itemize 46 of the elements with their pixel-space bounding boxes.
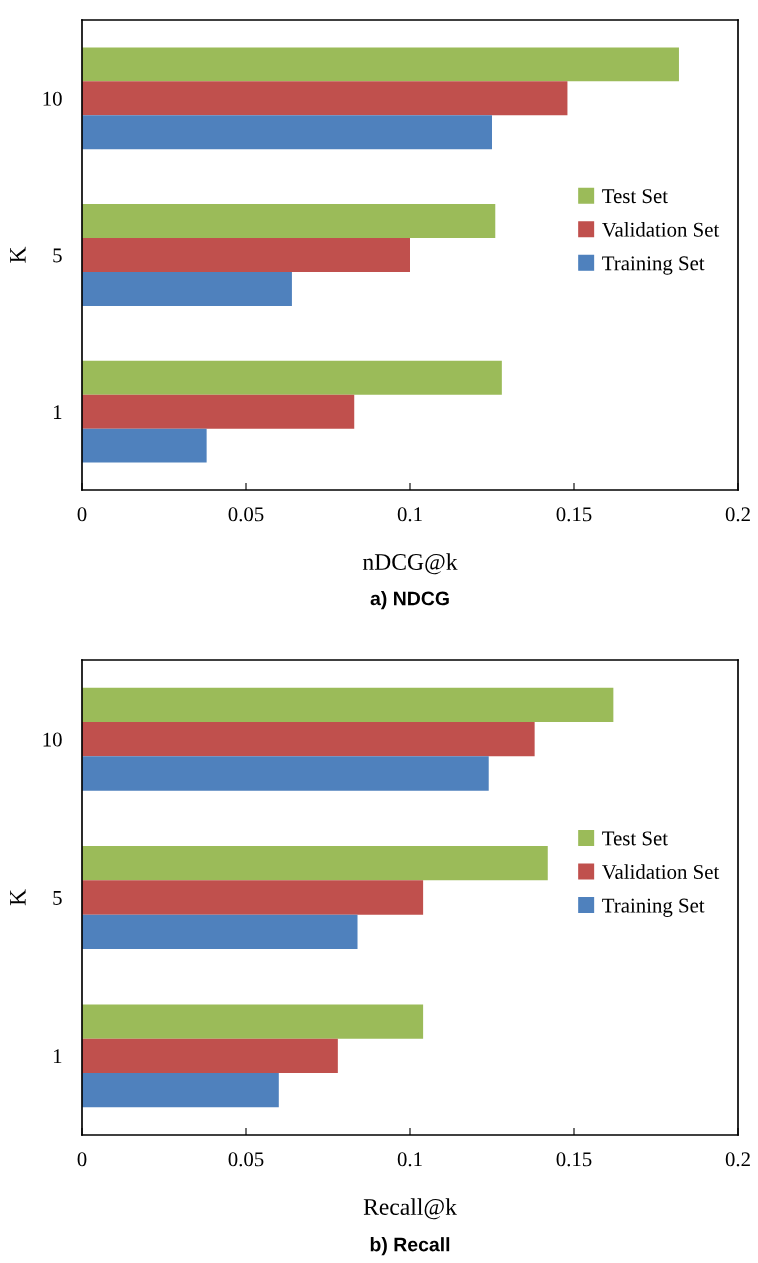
legend-label: Validation Set	[602, 222, 720, 237]
legend-label: Validation Set	[602, 864, 720, 880]
bar	[82, 360, 502, 395]
y-tick-label: 5	[53, 248, 62, 263]
x-tick-label: 0.15	[556, 1152, 592, 1167]
legend-label: Test Set	[602, 831, 668, 846]
legend-label: Training Set	[602, 256, 705, 275]
y-axis-title: K	[10, 246, 26, 263]
x-axis-title: nDCG@k	[362, 553, 458, 575]
text: b) Recall	[370, 1237, 450, 1256]
bar	[82, 271, 292, 306]
bar	[82, 428, 207, 463]
y-tick-label: 5	[53, 891, 62, 905]
bar	[82, 722, 535, 757]
legend-label: Training Set	[602, 898, 705, 917]
x-tick-label: 0.2	[725, 507, 750, 522]
y-tick-label: 1	[53, 405, 62, 419]
x-tick-label: 0.05	[228, 507, 264, 522]
bar	[82, 238, 410, 272]
legend-label: Test Set	[602, 189, 668, 204]
bar	[82, 880, 424, 915]
x-tick-label: 0	[77, 1152, 87, 1167]
bar	[82, 756, 489, 791]
x-axis-title: Recall@k	[363, 1198, 457, 1220]
y-tick-label: 10	[43, 91, 62, 106]
x-tick-label: 0.05	[228, 1152, 264, 1167]
x-tick-label: 0.2	[725, 1152, 750, 1167]
x-tick-label: 0	[77, 507, 87, 522]
bar	[82, 81, 568, 116]
bar	[82, 914, 358, 949]
bar	[82, 204, 496, 239]
bar	[82, 1072, 279, 1108]
bar	[82, 394, 355, 429]
x-tick-label: 0.1	[397, 1152, 422, 1167]
bar	[82, 846, 548, 881]
bar	[82, 47, 679, 82]
bar	[82, 115, 492, 150]
bar	[82, 1038, 338, 1073]
x-tick-label: 0.15	[556, 507, 592, 522]
bar	[82, 1004, 424, 1039]
text: a) NDCG	[370, 591, 449, 610]
bar	[82, 687, 614, 723]
y-axis-title: K	[10, 889, 26, 906]
y-tick-label: 1	[53, 1049, 62, 1064]
y-tick-label: 10	[43, 732, 62, 747]
x-tick-label: 0.1	[397, 507, 422, 522]
